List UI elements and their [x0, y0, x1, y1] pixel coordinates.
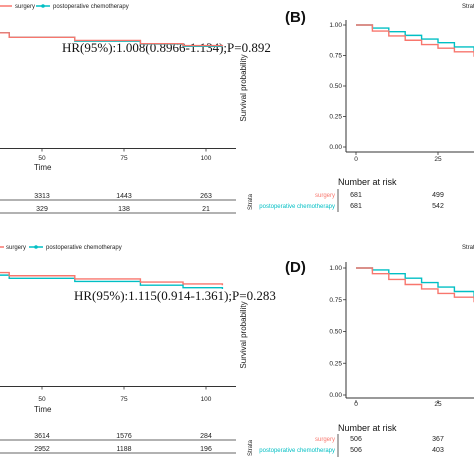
risk-value-surgery: 1443: [116, 193, 132, 200]
x-tick-label: 0: [354, 156, 358, 163]
survival-curves-bottom-left: [0, 271, 224, 289]
risk-value-surgery: 263: [200, 193, 212, 200]
x-tick-label: 75: [120, 396, 128, 403]
y-ticks-b: 1.00 0.75 0.50 0.25 0.00: [329, 22, 346, 151]
hazard-ratio-bottom: HR(95%):1.115(0.914-1.361);P=0.283: [74, 288, 276, 303]
strata-label: Strata: [462, 4, 474, 10]
risk-row-label-surgery: surgery: [315, 437, 335, 443]
risk-value-surgery: 284: [200, 433, 212, 440]
risk-value-surgery: 367: [432, 436, 444, 443]
survival-curve-chemotherapy: [356, 24, 474, 52]
legend-label-chemo: postoperative chemotherapy: [53, 4, 129, 10]
risk-table-top-left: 3313 1443 263 329 138 21: [0, 193, 236, 214]
survival-curve-surgery: [356, 267, 474, 303]
x-ticks-b: 0 25: [354, 152, 442, 163]
risk-table-b: Number at risk Strata surgery postoperat…: [248, 177, 444, 212]
survival-curves-d: [356, 267, 474, 303]
km-plot-bottom-left: HR(95%):1.115(0.914-1.361);P=0.283 50 75 1…: [0, 271, 276, 414]
risk-value-surgery: 499: [432, 192, 444, 199]
hazard-ratio-top: HR(95%):1.008(0.8966-1.134);P=0.892: [62, 40, 271, 55]
survival-curves-b: [356, 24, 474, 57]
x-tick-label: 75: [120, 155, 128, 162]
x-tick-label: 100: [201, 155, 212, 162]
survival-curve-chemotherapy: [356, 267, 474, 299]
strata-label: Strata: [462, 245, 474, 251]
risk-value-chemotherapy: 329: [36, 206, 48, 213]
km-plot-top-left: HR(95%):1.008(0.8966-1.134);P=0.892 50 75…: [0, 32, 271, 172]
y-tick-label: 1.00: [329, 265, 342, 272]
y-tick-label: 0.25: [329, 360, 342, 367]
survival-curve-surgery: [0, 32, 224, 47]
y-tick-label: 1.00: [329, 22, 342, 29]
risk-value-chemotherapy: 403: [432, 447, 444, 454]
risk-row-label-chemo: postoperative chemotherapy: [259, 204, 335, 210]
risk-value-chemotherapy: 506: [350, 447, 362, 454]
risk-value-chemotherapy: 542: [432, 203, 444, 210]
risk-value-surgery: 3614: [34, 433, 50, 440]
legend-top: surgery postoperative chemotherapy: [0, 4, 129, 10]
risk-value-chemotherapy: 2952: [34, 446, 50, 453]
risk-title-d: Number at risk: [338, 423, 397, 433]
y-tick-label: 0.25: [329, 114, 342, 121]
risk-value-chemotherapy: 1188: [116, 446, 131, 453]
risk-values-top-left: 3313 1443 263 329 138 21: [34, 193, 212, 213]
y-tick-label: 0.50: [329, 329, 342, 336]
km-plot-b: (B) Strata Survival probability 1.00 0.75…: [239, 4, 474, 163]
km-plot-d: (D) Survival probability 1.00 0.75 0.50 0.2…: [239, 259, 474, 408]
risk-values-d: 506 367 506 403: [350, 436, 444, 454]
risk-row-label-chemo: postoperative chemotherapy: [259, 448, 335, 454]
survival-curve-surgery: [356, 24, 474, 57]
x-ticks-d: 0 25: [354, 400, 442, 408]
legend-label-surgery: surgery: [15, 4, 35, 10]
panel-label-d: (D): [285, 259, 306, 276]
risk-value-chemotherapy: 681: [350, 203, 362, 210]
legend-label-chemo: postoperative chemotherapy: [46, 245, 122, 251]
x-tick-label: 0: [354, 401, 358, 408]
risk-values-b: 681 499 681 542: [350, 192, 444, 210]
risk-value-chemotherapy: 138: [118, 206, 130, 213]
y-axis-title-d: Survival probability: [239, 301, 248, 368]
legend-marker-chemo: [34, 245, 38, 249]
risk-table-bottom-left: 3614 1576 284 2952 1188 196: [0, 433, 236, 454]
survival-curves-top-left: [0, 32, 224, 47]
risk-value-chemotherapy: 21: [202, 206, 210, 213]
y-ticks-d: 1.00 0.75 0.50 0.25 0.00: [329, 265, 346, 399]
risk-table-d: Number at risk Strata surgery postoperat…: [248, 423, 444, 457]
risk-title-b: Number at risk: [338, 177, 397, 187]
y-tick-label: 0.00: [329, 144, 342, 151]
y-tick-label: 0.00: [329, 392, 342, 399]
y-tick-label: 0.75: [329, 53, 342, 60]
y-axis-title-b: Survival probability: [239, 54, 248, 121]
risk-value-surgery: 1576: [116, 433, 132, 440]
x-ticks-top-left: 50 75 100: [38, 148, 212, 162]
legend-label-surgery: surgery: [6, 245, 26, 251]
legend-bottom: surgery postoperative chemotherapy Strat…: [0, 245, 474, 251]
risk-row-label-surgery: surgery: [315, 193, 335, 199]
x-tick-label: 50: [38, 155, 46, 162]
x-axis-title: Time: [34, 163, 52, 172]
x-tick-label: 100: [201, 396, 212, 403]
risk-value-chemotherapy: 196: [200, 446, 212, 453]
risk-value-surgery: 506: [350, 436, 362, 443]
y-tick-label: 0.50: [329, 83, 342, 90]
risk-value-surgery: 681: [350, 192, 362, 199]
panel-label-b: (B): [285, 9, 306, 26]
risk-value-surgery: 3313: [34, 193, 50, 200]
survival-curve-surgery: [0, 271, 224, 286]
survival-curve-chemotherapy: [0, 274, 224, 289]
x-ticks-bottom-left: 50 75 100: [38, 386, 212, 403]
legend-marker-chemo: [41, 4, 45, 8]
x-tick-label: 25: [434, 401, 442, 408]
strata-axis-label-b: Strata: [248, 193, 254, 210]
x-tick-label: 25: [434, 156, 442, 163]
x-axis-title: Time: [34, 405, 52, 414]
strata-axis-label-d: Strata: [248, 439, 254, 456]
risk-values-bottom-left: 3614 1576 284 2952 1188 196: [34, 433, 212, 453]
x-tick-label: 50: [38, 396, 46, 403]
y-tick-label: 0.75: [329, 297, 342, 304]
